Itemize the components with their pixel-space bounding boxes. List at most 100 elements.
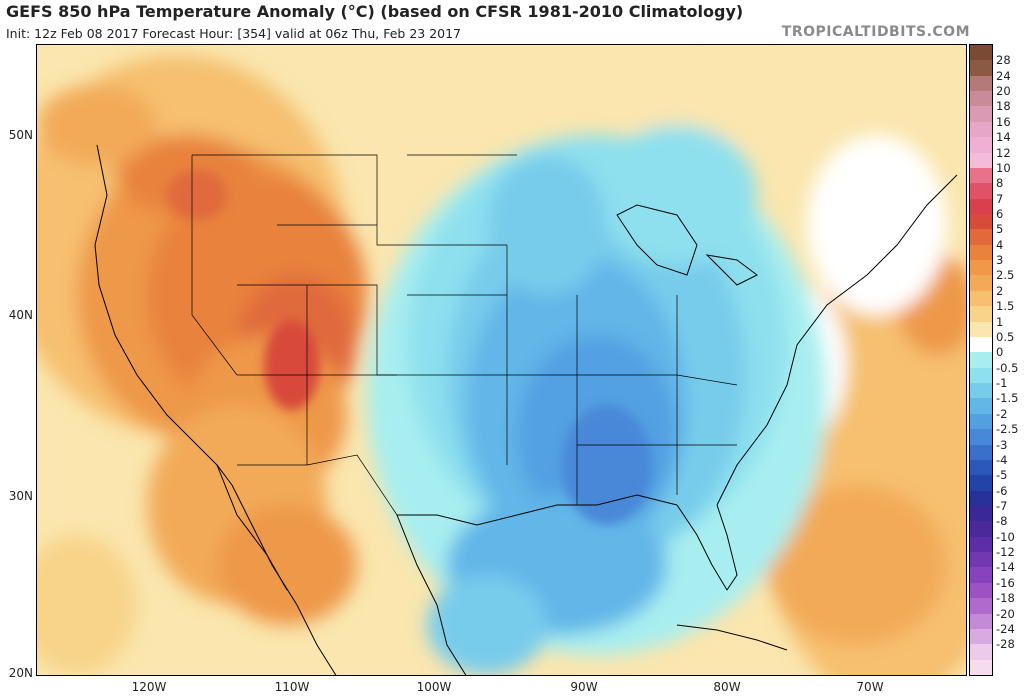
colorbar-cell bbox=[970, 490, 992, 507]
colorbar-tick-label: 20 bbox=[996, 84, 1011, 99]
colorbar bbox=[969, 44, 993, 676]
lon-label-80w: 80W bbox=[713, 680, 741, 694]
colorbar-cell bbox=[970, 167, 992, 184]
colorbar-tick-label: -2 bbox=[996, 406, 1008, 421]
colorbar-tick-label: 1.5 bbox=[996, 299, 1015, 314]
colorbar-tick-label: 28 bbox=[996, 53, 1011, 68]
colorbar-tick-label: -28 bbox=[996, 637, 1015, 652]
colorbar-tick-label: 24 bbox=[996, 68, 1011, 83]
colorbar-cell bbox=[970, 183, 992, 200]
colorbar-tick-label: -6 bbox=[996, 483, 1008, 498]
colorbar-tick-label: -4 bbox=[996, 452, 1008, 467]
colorbar-cell bbox=[970, 336, 992, 353]
colorbar-cell bbox=[970, 475, 992, 492]
colorbar-tick-label: -16 bbox=[996, 575, 1015, 590]
colorbar-cell bbox=[970, 598, 992, 615]
colorbar-cell bbox=[970, 521, 992, 538]
colorbar-tick-label: 0.5 bbox=[996, 329, 1015, 344]
lon-label-90w: 90W bbox=[570, 680, 598, 694]
colorbar-tick-label: 7 bbox=[996, 191, 1004, 206]
colorbar-cell bbox=[970, 75, 992, 92]
colorbar-tick-label: 16 bbox=[996, 114, 1011, 129]
colorbar-cell bbox=[970, 444, 992, 461]
lon-label-70w: 70W bbox=[856, 680, 884, 694]
colorbar-cell bbox=[970, 260, 992, 276]
colorbar-cell bbox=[970, 229, 992, 246]
colorbar-cell bbox=[970, 321, 992, 338]
colorbar-cell bbox=[970, 552, 992, 568]
colorbar-cell bbox=[970, 306, 992, 323]
colorbar-cell bbox=[970, 214, 992, 230]
anomaly-map bbox=[36, 44, 967, 676]
colorbar-tick-label: 0 bbox=[996, 345, 1004, 360]
colorbar-tick-label: -1.5 bbox=[996, 391, 1019, 406]
colorbar-cell bbox=[970, 275, 992, 292]
colorbar-tick-label: -12 bbox=[996, 545, 1015, 560]
lon-label-100w: 100W bbox=[416, 680, 452, 694]
colorbar-cell bbox=[970, 413, 992, 430]
colorbar-cell bbox=[970, 613, 992, 630]
colorbar-cell bbox=[970, 121, 992, 138]
colorbar-tick-label: 14 bbox=[996, 130, 1011, 145]
colorbar-cell bbox=[970, 244, 992, 261]
colorbar-tick-label: 6 bbox=[996, 207, 1004, 222]
lat-label-30n: 30N bbox=[8, 489, 33, 503]
colorbar-tick-label: 12 bbox=[996, 145, 1011, 160]
lat-label-40n: 40N bbox=[8, 308, 33, 322]
colorbar-tick-label: 2.5 bbox=[996, 268, 1015, 283]
colorbar-tick-label: -24 bbox=[996, 621, 1015, 636]
colorbar-cell bbox=[970, 106, 992, 123]
colorbar-tick-label: -2.5 bbox=[996, 422, 1019, 437]
rockies-warm-core bbox=[167, 170, 227, 220]
lat-label-20n: 20N bbox=[8, 666, 33, 680]
colorbar-tick-label: -8 bbox=[996, 514, 1008, 529]
state-borders bbox=[191, 154, 738, 516]
colorbar-tick-label: -3 bbox=[996, 437, 1008, 452]
colorbar-cell bbox=[970, 398, 992, 415]
colorbar-cell bbox=[970, 505, 992, 522]
colorbar-tick-label: 2 bbox=[996, 283, 1004, 298]
colorbar-cell bbox=[970, 659, 992, 676]
colorbar-cell bbox=[970, 91, 992, 107]
colorbar-cell bbox=[970, 644, 992, 661]
brand-watermark: TROPICALTIDBITS.COM bbox=[781, 24, 970, 40]
colorbar-cell bbox=[970, 352, 992, 369]
colorbar-cell bbox=[970, 628, 992, 645]
colorbar-cell bbox=[970, 45, 992, 61]
forecast-info: Init: 12z Feb 08 2017 Forecast Hour: [35… bbox=[6, 26, 462, 41]
colorbar-tick-label: 3 bbox=[996, 253, 1004, 268]
colorbar-tick-label: 5 bbox=[996, 222, 1004, 237]
colorbar-cell bbox=[970, 536, 992, 553]
colorbar-cell bbox=[970, 60, 992, 77]
colorbar-cell bbox=[970, 582, 992, 599]
colorbar-tick-label: -0.5 bbox=[996, 360, 1019, 375]
colorbar-cell bbox=[970, 567, 992, 584]
lon-label-110w: 110W bbox=[274, 680, 310, 694]
colorbar-tick-label: -14 bbox=[996, 560, 1015, 575]
colorbar-tick-label: -20 bbox=[996, 606, 1015, 621]
colorbar-tick-label: -1 bbox=[996, 376, 1008, 391]
colorbar-tick-label: 8 bbox=[996, 176, 1004, 191]
colorbar-tick-label: 10 bbox=[996, 160, 1011, 175]
colorbar-tick-label: 18 bbox=[996, 99, 1011, 114]
colorbar-cell bbox=[970, 459, 992, 476]
colorbar-cell bbox=[970, 137, 992, 154]
map-title: GEFS 850 hPa Temperature Anomaly (°C) (b… bbox=[6, 2, 744, 21]
colorbar-cell bbox=[970, 198, 992, 215]
colorbar-tick-label: -10 bbox=[996, 529, 1015, 544]
colorbar-cell bbox=[970, 367, 992, 384]
colorbar-tick-label: 4 bbox=[996, 237, 1004, 252]
colorbar-tick-label: 1 bbox=[996, 314, 1004, 329]
colorbar-cell bbox=[970, 152, 992, 169]
strong-warm-core bbox=[264, 320, 320, 410]
strong-cold-core bbox=[562, 405, 652, 525]
colorbar-tick-label: -7 bbox=[996, 498, 1008, 513]
colorbar-cell bbox=[970, 383, 992, 399]
lat-label-50n: 50N bbox=[8, 128, 33, 142]
colorbar-cell bbox=[970, 290, 992, 307]
lon-label-120w: 120W bbox=[131, 680, 167, 694]
colorbar-tick-label: -5 bbox=[996, 468, 1008, 483]
coastlines bbox=[94, 144, 958, 675]
colorbar-cell bbox=[970, 429, 992, 445]
colorbar-tick-label: -18 bbox=[996, 591, 1015, 606]
